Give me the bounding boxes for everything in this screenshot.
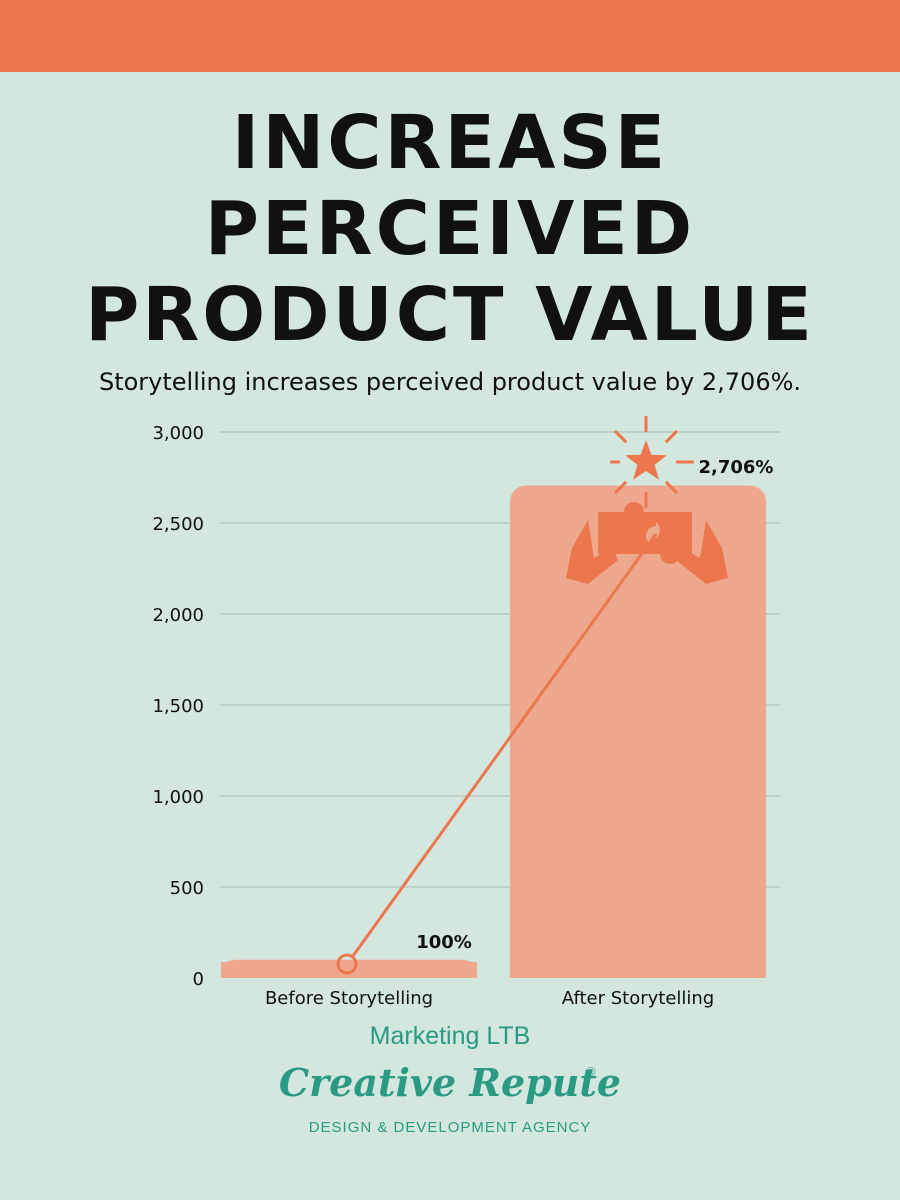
bar-chart: 0 500 1,000 1,500 2,000 2,500 3,000 Before Stor… <box>152 416 780 1009</box>
y-tick-label: 3,000 <box>152 423 204 444</box>
star-burst-icon <box>610 416 694 508</box>
title-line-3: PRODUCT VALUE <box>85 272 815 358</box>
source-label: Marketing LTB <box>369 1022 531 1050</box>
top-accent-bar <box>0 0 900 72</box>
title-line-2: PERCEIVED <box>204 186 696 272</box>
connector-line <box>351 533 658 957</box>
y-tick-label: 2,000 <box>152 605 204 626</box>
page-subtitle: Storytelling increases perceived product… <box>98 368 802 396</box>
puzzle-hands-icon <box>566 502 728 584</box>
x-tick-label: Before Storytelling <box>265 988 433 1009</box>
x-tick-label: After Storytelling <box>562 988 714 1009</box>
y-tick-label: 1,500 <box>152 696 204 717</box>
logo-tagline: DESIGN & DEVELOPMENT AGENCY <box>309 1119 592 1136</box>
y-tick-label: 2,500 <box>152 514 204 535</box>
page-title: INCREASE PERCEIVED PRODUCT VALUE <box>0 100 900 358</box>
connector-start-circle <box>336 953 358 975</box>
title-line-1: INCREASE <box>231 100 669 186</box>
registered-mark: ® <box>585 1065 597 1079</box>
y-tick-label: 500 <box>170 878 204 899</box>
y-tick-label: 0 <box>193 969 204 990</box>
bar-base <box>221 962 477 978</box>
bar-base <box>510 962 766 978</box>
data-label: 2,706% <box>699 457 774 478</box>
data-label: 100% <box>416 932 472 953</box>
creative-repute-logo: Creative Repute ® DESIGN & DEVELOPMENT A… <box>279 1060 621 1136</box>
bar <box>510 485 766 978</box>
logo-wordmark: Creative Repute <box>279 1060 621 1105</box>
y-tick-label: 1,000 <box>152 787 204 808</box>
